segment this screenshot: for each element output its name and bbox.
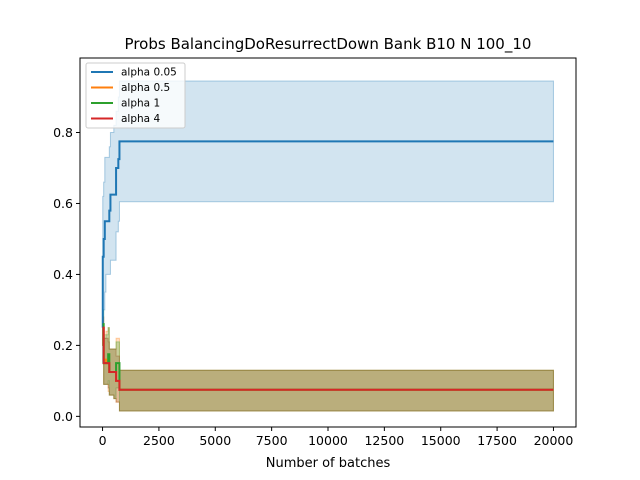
legend-entry-label: alpha 4 [121, 113, 160, 125]
legend-entry-label: alpha 0.5 [121, 82, 170, 94]
y-tick-label: 0.6 [53, 196, 73, 211]
x-tick-label: 7500 [256, 433, 288, 448]
x-tick-label: 15000 [421, 433, 461, 448]
x-tick-label: 0 [99, 433, 107, 448]
line-alpha-0-05 [101, 140, 554, 329]
legend-entry-label: alpha 1 [121, 98, 160, 110]
x-tick-label: 10000 [308, 433, 348, 448]
legend-entry-label: alpha 0.05 [121, 67, 177, 79]
series-lines [101, 140, 554, 391]
legend-box [85, 62, 186, 129]
x-tick-label: 5000 [199, 433, 231, 448]
band-alpha-4 [102, 316, 554, 412]
x-axis-label: Number of batches [266, 456, 391, 471]
y-axis-ticks: 0.0 0.2 0.4 0.6 0.8 [53, 125, 80, 424]
x-tick-label: 12500 [364, 433, 404, 448]
band-alpha-1 [102, 309, 554, 412]
x-tick-label: 2500 [143, 433, 175, 448]
x-tick-label: 20000 [534, 433, 574, 448]
x-axis-ticks: 0 2500 5000 7500 10000 12500 15000 17500 20000 [99, 427, 574, 448]
chart-title: Probs BalancingDoResurrectDown Bank B10 … [125, 35, 532, 54]
y-tick-label: 0.2 [53, 338, 73, 353]
y-tick-label: 0.8 [53, 125, 73, 140]
y-tick-label: 0.4 [53, 267, 73, 282]
band-alpha-0-5 [102, 316, 554, 412]
legend: alpha 0.05 alpha 0.5 alpha 1 alpha 4 [85, 62, 186, 129]
line-alpha-4 [102, 326, 554, 391]
confidence-bands [102, 80, 554, 412]
y-tick-label: 0.0 [53, 409, 73, 424]
x-tick-label: 17500 [477, 433, 517, 448]
